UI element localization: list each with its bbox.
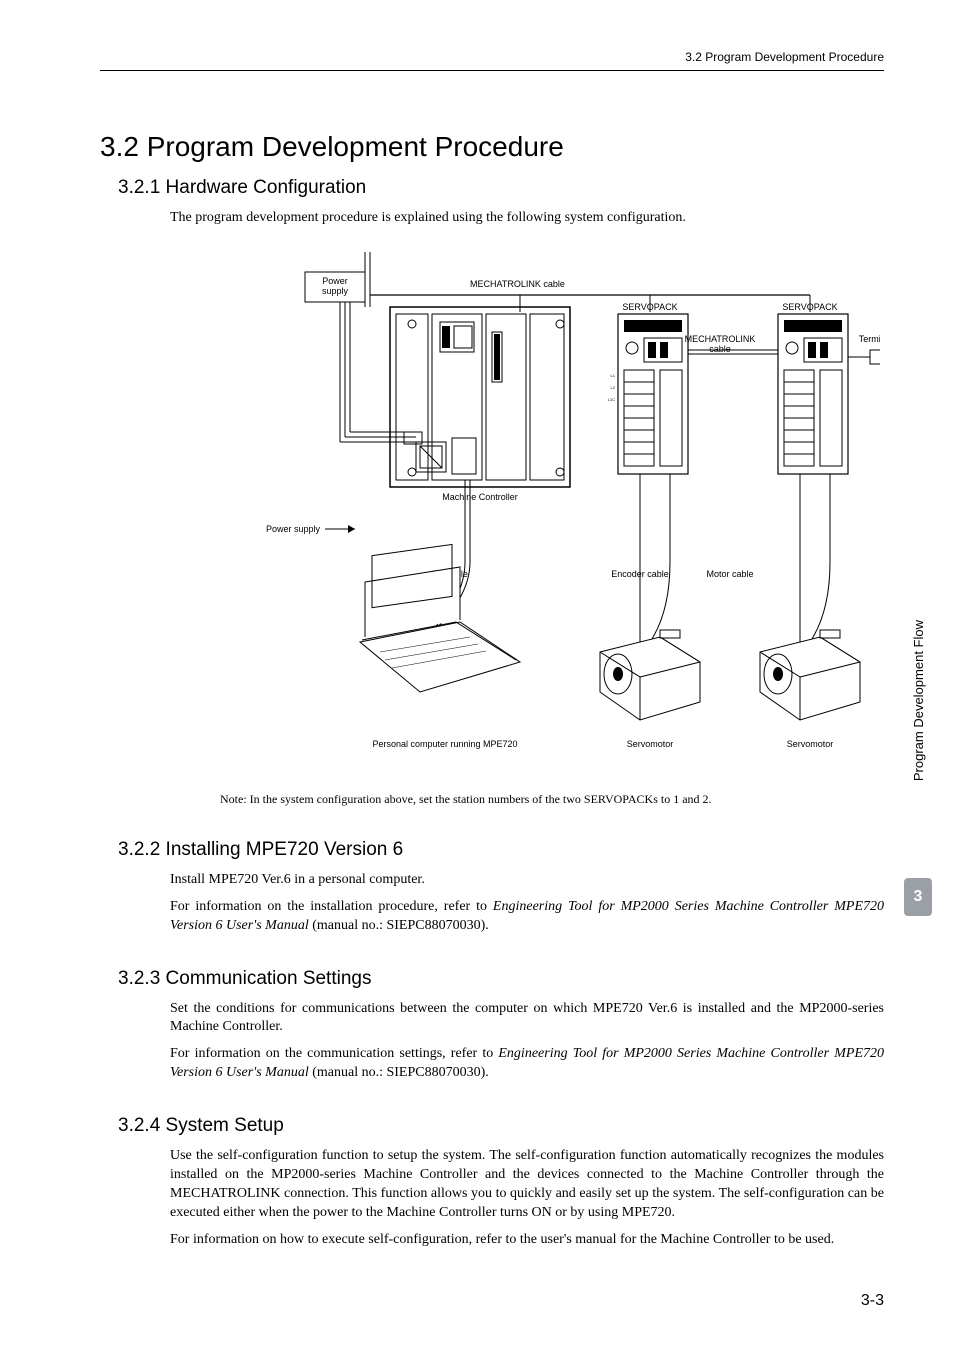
page-number: 3-3 <box>861 1292 884 1310</box>
para-323-1: Set the conditions for communications be… <box>170 1000 884 1038</box>
label-servomotor1: Servomotor <box>627 739 674 749</box>
label-terminator: Terminator <box>859 334 880 344</box>
subsection-323-heading: 3.2.3 Communication Settings <box>118 968 884 990</box>
subsection-321-heading: 3.2.1 Hardware Configuration <box>118 177 884 199</box>
label-servomotor2: Servomotor <box>787 739 834 749</box>
laptop-icon <box>360 544 520 692</box>
para-322-1: Install MPE720 Ver.6 in a personal compu… <box>170 871 884 890</box>
para-323-2: For information on the communication set… <box>170 1045 884 1083</box>
label-power-supply: Powersupply <box>322 276 349 296</box>
label-motor-cable: Motor cable <box>706 569 753 579</box>
para-322-2: For information on the installation proc… <box>170 898 884 936</box>
hardware-config-figure: Powersupply MECHATROLINK cable <box>220 242 880 782</box>
label-mechatrolink2: MECHATROLINKcable <box>685 334 756 354</box>
chapter-sidebar-label: Program Development Flow <box>911 620 926 781</box>
section-title: 3.2 Program Development Procedure <box>100 131 884 163</box>
label-mechatrolink: MECHATROLINK cable <box>470 279 565 289</box>
para-324-1: Use the self-configuration function to s… <box>170 1147 884 1223</box>
para-324-2: For information on how to execute self-c… <box>170 1231 884 1250</box>
servomotor2-icon <box>760 630 860 720</box>
note-321: Note: In the system configuration above,… <box>220 792 884 807</box>
label-power-supply2: Power supply <box>266 524 321 534</box>
subsection-322-heading: 3.2.2 Installing MPE720 Version 6 <box>118 839 884 861</box>
chapter-tab: 3 <box>904 878 932 916</box>
running-header: 3.2 Program Development Procedure <box>100 50 884 71</box>
svg-text:L1C: L1C <box>608 397 615 402</box>
servomotor1-icon <box>600 630 700 720</box>
svg-text:L1: L1 <box>611 373 616 378</box>
label-machine-controller: Machine Controller <box>442 492 518 502</box>
label-servopack2: SERVOPACK <box>782 302 837 312</box>
svg-text:L2: L2 <box>611 385 616 390</box>
subsection-324-heading: 3.2.4 System Setup <box>118 1115 884 1137</box>
para-321: The program development procedure is exp… <box>170 209 884 228</box>
label-servopack1: SERVOPACK <box>622 302 677 312</box>
label-pc: Personal computer running MPE720 <box>372 739 517 749</box>
